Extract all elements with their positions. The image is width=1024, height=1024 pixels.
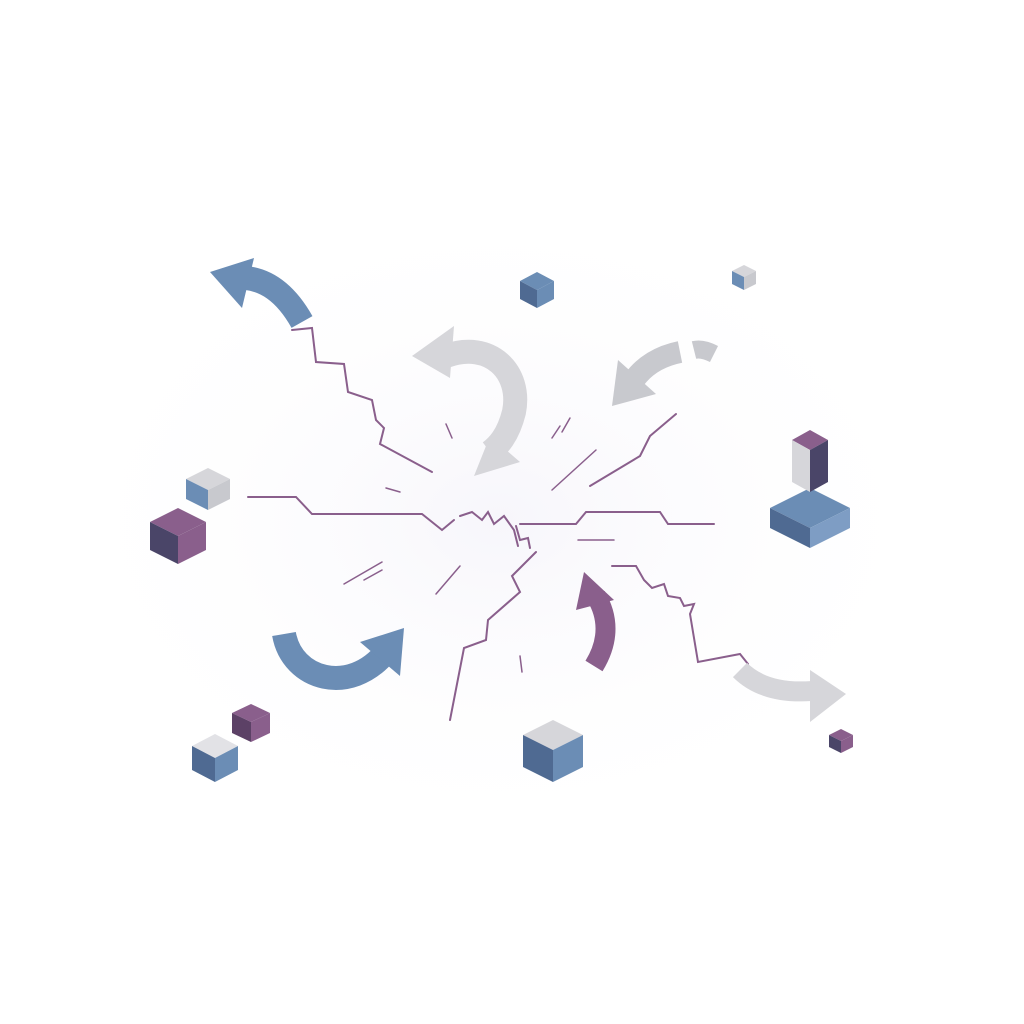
motion-stroke	[519, 655, 523, 673]
crack-right	[519, 511, 715, 525]
cube-icon	[150, 508, 206, 564]
grey-curved-arrow-icon	[612, 340, 719, 406]
motion-stroke	[435, 565, 461, 595]
pedestal-block-icon	[770, 488, 850, 548]
motion-strokes	[343, 417, 615, 673]
motion-stroke	[363, 569, 383, 581]
crack-center	[459, 510, 519, 547]
cube-icon	[523, 720, 583, 782]
blue-bottom-arrow-icon	[272, 628, 404, 690]
motion-stroke	[551, 449, 597, 491]
motion-stroke	[561, 417, 571, 433]
crack-down-right	[611, 565, 749, 665]
cube-icon	[829, 729, 853, 753]
cube-icon	[520, 272, 554, 308]
grey-right-arrow-icon	[732, 662, 846, 722]
purple-up-arrow-icon	[576, 572, 616, 672]
cube-icon	[192, 734, 238, 782]
crack-upper-right	[589, 413, 677, 487]
motion-stroke	[445, 423, 453, 439]
motion-stroke	[551, 425, 561, 439]
motion-stroke	[385, 487, 401, 493]
crack-right-stub	[515, 525, 531, 549]
pillar-block-icon	[792, 430, 828, 492]
cube-icon	[232, 704, 270, 742]
cube-icon	[186, 468, 230, 510]
crack-lines	[247, 326, 749, 721]
crack-left	[247, 496, 455, 532]
blue-curved-arrow-icon	[210, 258, 313, 329]
crack-down	[449, 551, 537, 721]
motion-stroke	[343, 561, 383, 585]
grey-circular-arrow-icon	[412, 326, 528, 476]
crack-upper-left	[291, 326, 433, 473]
cube-icon	[732, 265, 756, 290]
